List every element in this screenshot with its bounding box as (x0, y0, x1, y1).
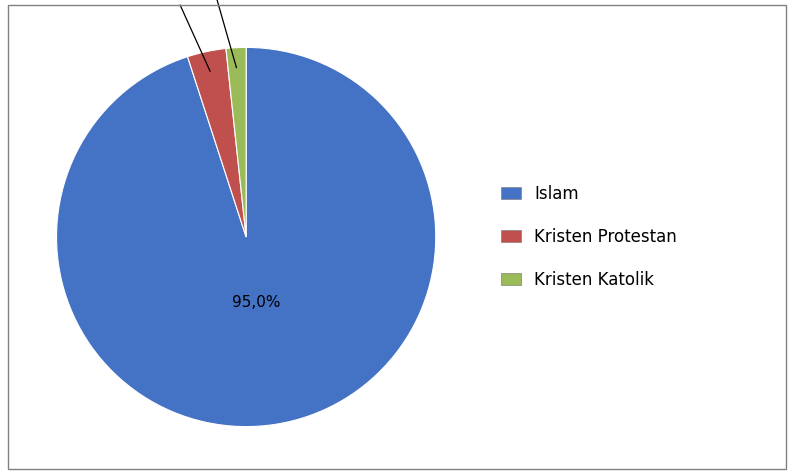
Text: 1,7%: 1,7% (194, 0, 237, 68)
Text: 3,3%: 3,3% (155, 0, 210, 71)
Legend: Islam, Kristen Protestan, Kristen Katolik: Islam, Kristen Protestan, Kristen Katoli… (500, 185, 676, 289)
Wedge shape (56, 47, 436, 427)
Text: 95,0%: 95,0% (233, 295, 281, 310)
Wedge shape (226, 47, 246, 237)
Wedge shape (187, 48, 246, 237)
